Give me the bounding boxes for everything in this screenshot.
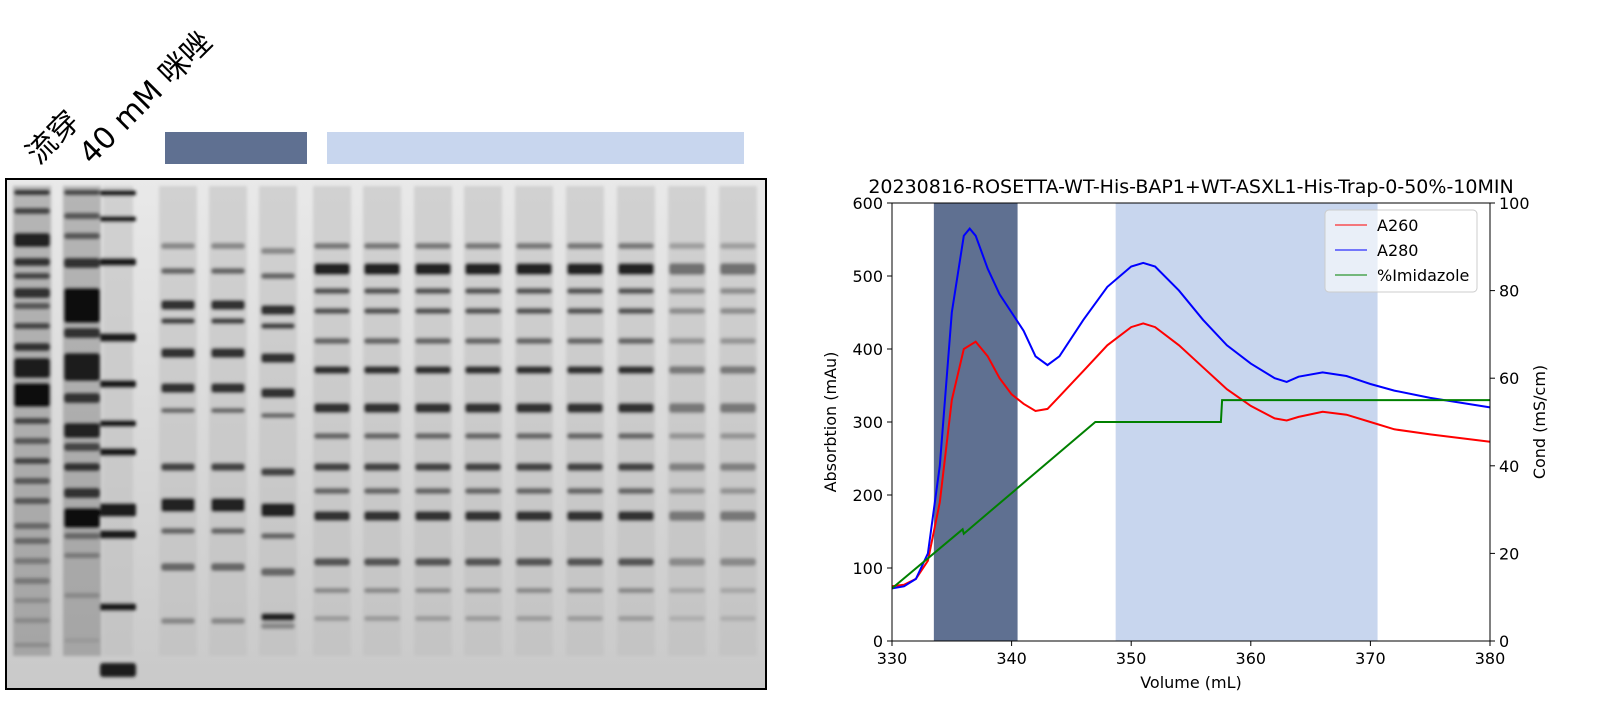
y-axis-label: Absorbtion (mAu)	[821, 352, 840, 493]
series-line-a280	[891, 227, 1491, 590]
legend-box	[1324, 209, 1478, 293]
y2-axis-label: Cond (mS/cm)	[1530, 365, 1549, 479]
y2-tick-label: 20	[1499, 544, 1519, 563]
y-tick-label: 200	[852, 486, 883, 505]
x-tick-label: 350	[1116, 649, 1147, 668]
gel-bands	[13, 186, 757, 677]
chart-title: 20230816-ROSETTA-WT-His-BAP1+WT-ASXL1-Hi…	[868, 176, 1513, 198]
x-tick-label: 360	[1236, 649, 1267, 668]
y2-tick-label: 80	[1499, 282, 1519, 301]
y2-tick-label: 100	[1499, 194, 1530, 213]
chromatogram-chart: 330 340 350 360 370 3800100200300400500600020…	[821, 176, 1549, 692]
y-tick-label: 400	[852, 340, 883, 359]
x-tick-label: 370	[1355, 649, 1386, 668]
y2-tick-label: 60	[1499, 369, 1519, 388]
shaded-region-1	[933, 203, 1018, 641]
y-tick-label: 0	[873, 632, 883, 651]
y-tick-label: 100	[852, 559, 883, 578]
sds-page-gel-image	[5, 178, 767, 690]
series-line-a260	[891, 322, 1491, 588]
y-tick-label: 300	[852, 413, 883, 432]
x-tick-label: 330	[877, 649, 908, 668]
y-tick-label: 600	[852, 194, 883, 213]
y2-tick-label: 0	[1499, 632, 1509, 651]
legend-label: A260	[1377, 216, 1418, 235]
x-tick-label: 340	[996, 649, 1027, 668]
y2-tick-label: 40	[1499, 457, 1519, 476]
dark-fraction-bar	[165, 132, 307, 164]
x-axis-label: Volume (mL)	[1140, 673, 1242, 692]
legend-label: %Imidazole	[1377, 266, 1469, 285]
x-tick-label: 380	[1475, 649, 1506, 668]
series-line-imidazole	[891, 399, 1490, 590]
legend-label: A280	[1377, 241, 1418, 260]
light-fraction-bar	[327, 132, 744, 164]
y-tick-label: 500	[852, 267, 883, 286]
